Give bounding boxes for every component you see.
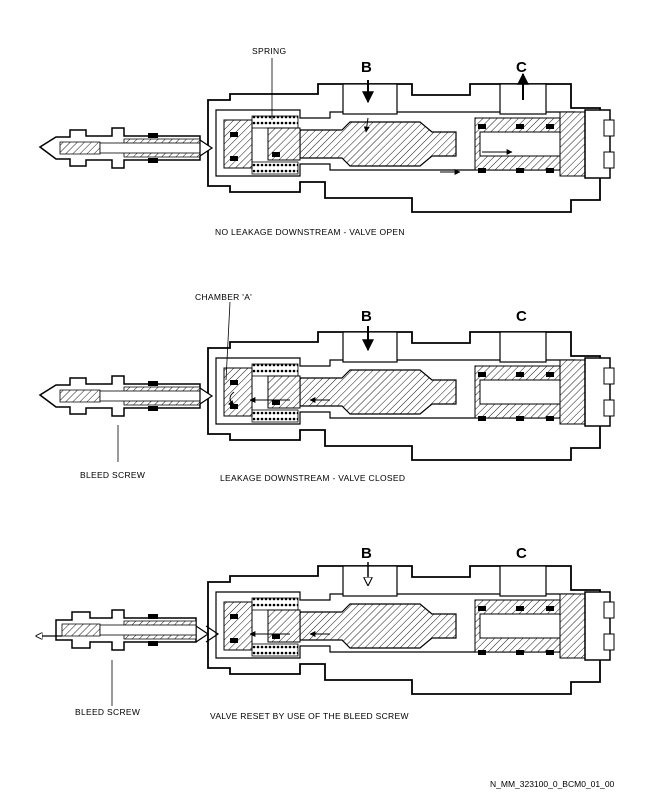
caption-valve-open: NO LEAKAGE DOWNSTREAM - VALVE OPEN xyxy=(215,227,405,237)
panel-valve-closed: CHAMBER 'A' B C BLEED SCREW LEAKAGE DOWN… xyxy=(39,292,615,483)
bleed-screw-fitting-2 xyxy=(39,375,213,417)
port-c-label: C xyxy=(516,545,527,562)
bleed-screw-label: BLEED SCREW xyxy=(80,470,145,480)
panel-valve-open: SPRING B C NO LEAKAGE DOWNSTREAM - VALVE… xyxy=(39,46,615,237)
flow-arrow xyxy=(363,117,370,133)
chamber-leader-line xyxy=(225,301,231,381)
bleed-screw-label: BLEED SCREW xyxy=(75,707,140,717)
chamber-a-label: CHAMBER 'A' xyxy=(195,292,252,302)
valve-body-3 xyxy=(207,565,615,695)
port-c-label: C xyxy=(516,308,527,325)
spring-label: SPRING xyxy=(252,46,286,56)
valve-body-1 xyxy=(207,83,615,213)
port-c-label: C xyxy=(516,59,527,76)
port-b-label: B xyxy=(361,308,372,325)
caption-valve-closed: LEAKAGE DOWNSTREAM - VALVE CLOSED xyxy=(220,473,405,483)
valve-body-2 xyxy=(207,331,615,461)
port-b-label: B xyxy=(361,59,372,76)
bleed-screw-fitting-1 xyxy=(39,127,213,169)
check-seat xyxy=(195,625,210,643)
panel-valve-reset: B C BLEED SCREW VALVE RESET BY USE OF TH… xyxy=(36,545,615,721)
caption-valve-reset: VALVE RESET BY USE OF THE BLEED SCREW xyxy=(210,711,409,721)
port-b-label: B xyxy=(361,545,372,562)
figure-code: N_MM_323100_0_BCM0_01_00 xyxy=(490,779,615,789)
check-seat xyxy=(205,625,220,643)
bleed-screw-fitting-loosened xyxy=(55,609,197,651)
chamber-flow-arrow xyxy=(228,391,235,407)
